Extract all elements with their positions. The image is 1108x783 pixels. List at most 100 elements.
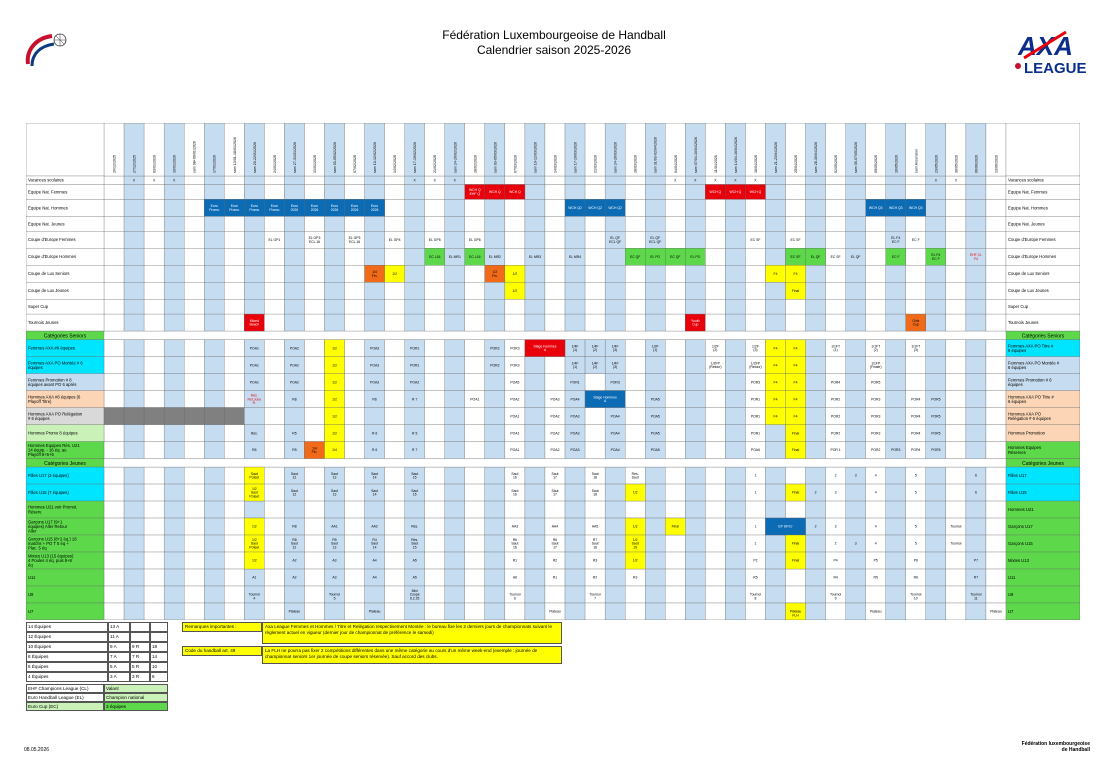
grid-cell <box>464 568 485 587</box>
event-text: 15 <box>413 476 417 480</box>
grid-cell <box>143 466 165 485</box>
grid-cell <box>404 248 425 266</box>
event-text: 1 <box>754 491 756 495</box>
grid-cell <box>805 441 826 459</box>
grid-cell <box>845 585 866 604</box>
event-text: POA4 <box>571 397 580 401</box>
grid-cell <box>985 184 1007 200</box>
grid-cell <box>384 602 405 620</box>
date-label: 31/01/2026 <box>313 155 317 173</box>
grid-cell <box>444 373 465 391</box>
event-text: 13 <box>333 493 337 497</box>
grid-cell <box>464 534 485 553</box>
legend-c <box>150 622 168 632</box>
grid-cell <box>444 184 465 200</box>
grid-cell <box>685 199 706 217</box>
legend-el-v: Champion national <box>104 693 168 702</box>
event-text: 12 <box>293 476 297 480</box>
grid-cell <box>564 551 586 570</box>
grid-cell <box>645 602 666 620</box>
grid-cell <box>244 500 265 519</box>
grid-cell <box>123 466 145 485</box>
event-text: F4 <box>774 346 778 350</box>
grid-cell <box>123 551 145 570</box>
event-text: POA1 <box>510 431 519 435</box>
grid-cell <box>765 231 786 249</box>
grid-cell <box>845 407 866 425</box>
event-text: Saut <box>592 472 599 476</box>
event-text: EL GP6 <box>469 238 481 242</box>
grid-cell <box>123 184 145 200</box>
grid-cell <box>945 248 967 266</box>
grid-cell <box>544 356 566 374</box>
event-text: R 7 <box>412 397 417 401</box>
grid-cell <box>725 517 746 536</box>
grid-cell <box>143 602 165 620</box>
grid-cell <box>304 373 325 391</box>
legend-a: 13 A <box>108 622 130 632</box>
event-text: 3 <box>855 474 857 478</box>
grid-cell <box>444 407 465 425</box>
event-text: EHF CL <box>970 253 982 257</box>
grid-cell <box>464 407 485 425</box>
grid-cell <box>524 568 546 587</box>
legend-a: 5 A <box>108 662 130 672</box>
grid-cell <box>444 313 465 332</box>
event-text: 1/4F <box>592 344 599 348</box>
event-text: A4 <box>373 559 377 563</box>
grid-cell <box>685 483 706 502</box>
event-text: EC SF <box>831 255 841 259</box>
grid-cell <box>244 248 265 266</box>
event-text: F4 <box>794 272 798 276</box>
grid-cell <box>625 175 646 185</box>
grid-cell <box>965 231 987 249</box>
grid-cell <box>304 483 325 502</box>
row-label: Equipe Nat. Jeunes <box>28 221 65 226</box>
date-label: 11/04/2026 <box>714 155 718 173</box>
grid-cell <box>705 373 726 391</box>
grid-cell <box>424 441 445 459</box>
row-label-right: Garçons U15 <box>1008 541 1033 546</box>
grid-cell <box>765 175 786 185</box>
grid-cell <box>985 534 1007 553</box>
legend-label: 8 Équipes <box>26 652 108 662</box>
grid-cell <box>103 282 125 300</box>
grid-cell <box>685 407 706 425</box>
grid-cell <box>103 390 125 408</box>
grid-cell <box>103 568 125 587</box>
date-label: sam 21-23/04/2026 <box>774 142 778 173</box>
grid-cell <box>945 407 967 425</box>
grid-cell <box>604 282 626 300</box>
grid-cell <box>464 483 485 502</box>
grid-cell <box>264 216 285 232</box>
grid-cell <box>544 216 566 232</box>
grid-cell <box>304 551 325 570</box>
event-text: 1/2 <box>332 431 337 435</box>
date-label: 13/06/2026 <box>994 155 998 173</box>
category-band <box>26 458 1080 468</box>
event-text: POA5 <box>510 380 519 384</box>
grid-cell <box>244 602 265 620</box>
grid-cell <box>985 231 1007 249</box>
grid-cell <box>163 500 185 519</box>
event-text: POA3 <box>571 448 580 452</box>
page-subtitle: Calendrier saison 2025-2026 <box>476 43 632 57</box>
grid-cell <box>524 517 546 536</box>
row-label: Coupe d'Europe Femmes <box>28 237 76 242</box>
event-text: 2026 <box>351 208 359 212</box>
grid-cell <box>304 216 325 232</box>
grid-cell <box>184 282 205 300</box>
grid-cell <box>845 339 866 357</box>
event-text: R8 <box>292 538 296 542</box>
grid-cell <box>665 534 686 553</box>
date-label: sam 07/04-10/04/2026 <box>694 137 698 173</box>
grid-cell <box>645 356 666 374</box>
grid-cell <box>184 184 205 200</box>
event-text: 1/4 <box>312 446 317 450</box>
grid-cell <box>745 265 766 283</box>
event-text: EL PO <box>690 255 700 259</box>
event-text: 4 <box>875 525 877 529</box>
grid-cell <box>424 407 445 425</box>
grid-cell <box>625 356 646 374</box>
event-text: R5 <box>292 431 296 435</box>
